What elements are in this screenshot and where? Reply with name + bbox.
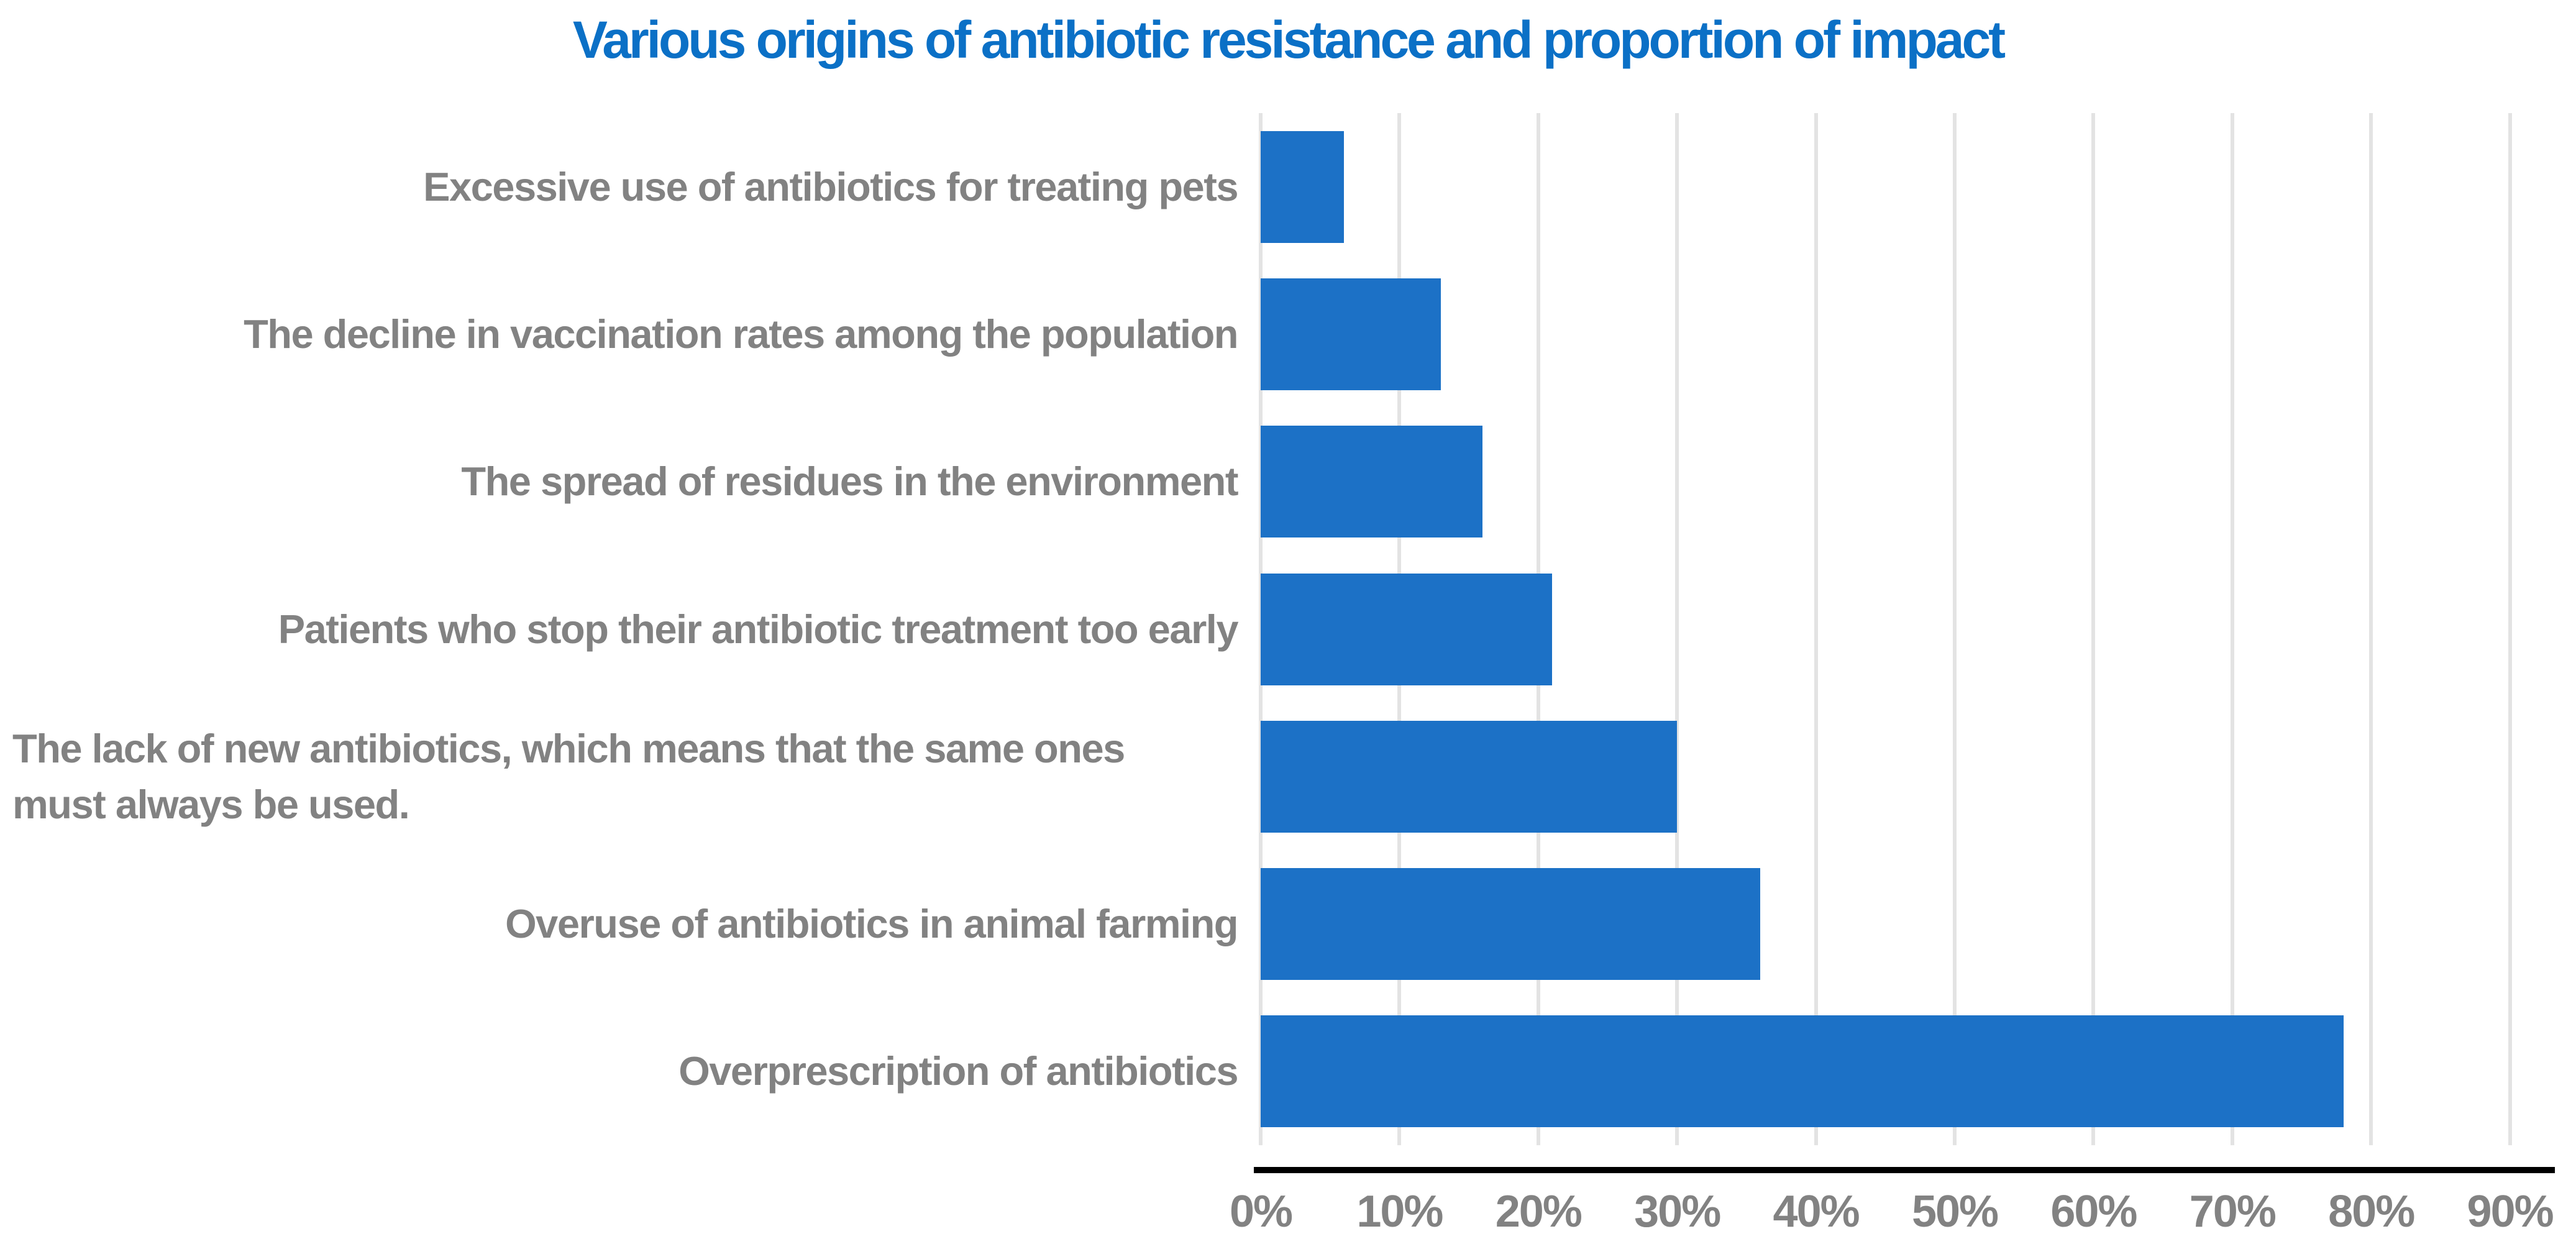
category-label: The spread of residues in the environmen… <box>461 459 1238 505</box>
x-axis-tick-label: 10% <box>1356 1187 1443 1237</box>
x-axis-tick-label: 40% <box>1773 1187 1860 1237</box>
gridline-90pct <box>2508 113 2512 1145</box>
gridline-40pct <box>1814 113 1818 1145</box>
x-axis-tick-label: 30% <box>1634 1187 1721 1237</box>
category-label: The lack of new antibiotics, which means… <box>12 725 1125 827</box>
x-axis-tick-label: 70% <box>2189 1187 2277 1237</box>
bar <box>1261 426 1483 538</box>
gridline-70pct <box>2230 113 2234 1145</box>
x-axis-tick-label: 80% <box>2328 1187 2415 1237</box>
gridline-30pct <box>1675 113 1679 1145</box>
category-label: Patients who stop their antibiotic treat… <box>278 606 1239 652</box>
x-axis-tick-label: 50% <box>1911 1187 1999 1237</box>
x-axis-tick-label: 20% <box>1495 1187 1583 1237</box>
gridline-60pct <box>2091 113 2096 1145</box>
bar <box>1261 573 1553 685</box>
x-axis-tick-label: 60% <box>2050 1187 2137 1237</box>
category-label-column: Excessive use of antibiotics for treatin… <box>12 113 1239 1145</box>
category-label: The decline in vaccination rates among t… <box>244 311 1238 357</box>
category-label: Excessive use of antibiotics for treatin… <box>423 163 1238 209</box>
plot-area <box>1259 113 2556 1145</box>
x-axis-line <box>1254 1167 2555 1173</box>
x-axis-tick-label: 0% <box>1229 1187 1293 1237</box>
category-label: Overuse of antibiotics in animal farming <box>505 901 1238 947</box>
gridline-80pct <box>2369 113 2373 1145</box>
bar <box>1261 720 1678 833</box>
bar <box>1261 278 1441 390</box>
category-label: Overprescription of antibiotics <box>678 1048 1238 1094</box>
gridline-50pct <box>1953 113 1957 1145</box>
x-axis-tick-row: 0% 10% 20% 30% 40% 50% 60% 70% 80% 90% <box>0 1184 2576 1244</box>
x-axis-tick-label: 90% <box>2467 1187 2554 1237</box>
bar <box>1261 868 1761 981</box>
chart-title: Various origins of antibiotic resistance… <box>572 11 2006 69</box>
bar <box>1261 1015 2344 1128</box>
bar <box>1261 130 1345 243</box>
